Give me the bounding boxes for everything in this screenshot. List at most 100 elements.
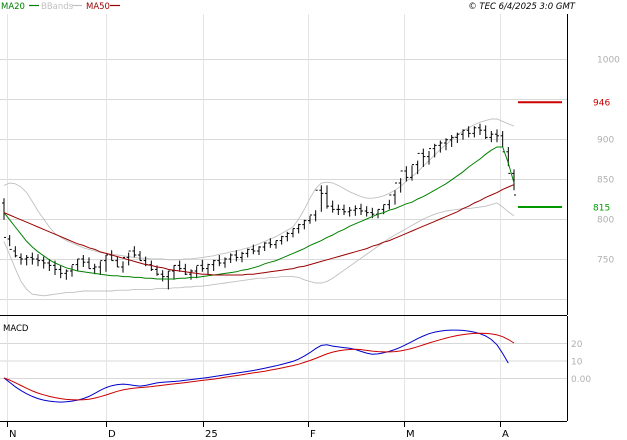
- ohlc-bar: [177, 260, 182, 272]
- ohlc-bar: [58, 265, 63, 279]
- ohlc-bar: [98, 260, 103, 275]
- ohlc-bar: [483, 125, 488, 139]
- x-tick-label: M: [406, 429, 415, 440]
- macd-line: [3, 329, 509, 403]
- ohlc-bar: [87, 257, 91, 270]
- macd-lines: [3, 329, 515, 403]
- ohlc-bar: [13, 246, 18, 258]
- ohlc-bar: [313, 189, 318, 222]
- ohlc-bar: [189, 269, 193, 280]
- ohlc-bar: [172, 264, 176, 280]
- x-tick-label: A: [502, 429, 509, 440]
- ohlc-bar: [308, 214, 312, 224]
- ohlc-bar: [24, 255, 29, 266]
- price-grid: [0, 59, 567, 300]
- macd-title: MACD: [3, 324, 29, 334]
- ohlc-bar: [353, 205, 358, 216]
- macd-y-tick-label: 10: [571, 358, 583, 368]
- ohlc-bar: [19, 253, 23, 265]
- ohlc-bar: [75, 258, 80, 271]
- ohlc-bar: [461, 129, 465, 140]
- ohlc-bar: [2, 198, 6, 238]
- ohlc-bar: [495, 129, 499, 143]
- ohlc-bar: [41, 256, 46, 269]
- ohlc-bar: [166, 270, 171, 290]
- legend-bbands-label: BBands: [41, 2, 74, 12]
- ohlc-bar: [36, 254, 40, 267]
- ohlc-bar: [296, 223, 301, 234]
- ohlc-bar: [217, 255, 222, 267]
- price-y-tick-label: 900: [597, 136, 614, 146]
- ohlc-bar: [410, 164, 414, 181]
- ohlc-bar: [194, 264, 199, 279]
- ohlc-bar: [364, 206, 369, 217]
- legend-ma20-label: MA20: [1, 2, 25, 12]
- ohlc-bar: [183, 263, 188, 275]
- macd-y-axis: 0.00 10 20: [571, 340, 591, 385]
- ohlc-bar: [449, 135, 454, 147]
- ohlc-bar: [257, 246, 261, 255]
- ohlc-bar: [512, 169, 516, 196]
- x-tick-label: D: [108, 429, 116, 440]
- ohlc-bar: [234, 250, 239, 262]
- ohlc-bar: [347, 207, 352, 217]
- price-marker-label: 815: [593, 204, 610, 214]
- ohlc-bar: [132, 246, 137, 258]
- ohlc-bar: [30, 252, 35, 265]
- ohlc-bar: [262, 242, 267, 251]
- ohlc-bar: [319, 185, 324, 212]
- ohlc-bar: [251, 244, 256, 255]
- bband-lower-line: [3, 202, 515, 297]
- ohlc-bar: [92, 263, 97, 275]
- macd-vertical-grid: [7, 316, 501, 421]
- copyright-timestamp: © TEC 6/4/2025 3:0 GMT: [468, 2, 576, 12]
- price-y-tick-label: 850: [597, 176, 614, 186]
- ma20-line: [3, 146, 515, 280]
- macd-grid: [0, 343, 567, 379]
- ohlc-bar: [398, 170, 403, 193]
- moving-averages: [3, 146, 515, 280]
- ohlc-bar: [115, 256, 120, 268]
- price-markers: 946 815: [518, 99, 610, 214]
- ohlc-bar: [393, 182, 397, 205]
- ohlc-bar: [211, 259, 216, 271]
- ohlc-bar: [387, 194, 392, 210]
- ohlc-bar: [291, 228, 295, 238]
- ohlc-bar: [478, 123, 482, 135]
- x-tick-label: 25: [205, 429, 218, 440]
- legend: MA20 BBands MA50: [1, 2, 120, 12]
- ohlc-bar: [7, 235, 12, 250]
- ohlc-bar: [466, 126, 471, 138]
- ohlc-bar: [489, 131, 494, 143]
- ohlc-bar: [70, 264, 74, 277]
- ohlc-bar: [228, 253, 233, 263]
- ohlc-bar: [404, 166, 409, 182]
- ohlc-bar: [279, 235, 284, 245]
- ohlc-bar: [444, 138, 448, 151]
- ohlc-bar: [200, 259, 205, 272]
- macd-y-tick-label: 0.00: [571, 375, 591, 385]
- ohlc-bar: [415, 152, 420, 175]
- ohlc-bar: [126, 250, 131, 266]
- ohlc-bar: [359, 203, 363, 215]
- ohlc-bar: [245, 248, 250, 258]
- legend-ma50-label: MA50: [86, 2, 110, 12]
- ohlc-bar: [138, 251, 142, 262]
- x-axis: N D 25 F M A: [7, 421, 509, 440]
- ohlc-bar: [438, 140, 443, 153]
- ohlc-bar: [285, 231, 290, 242]
- ohlc-bar: [421, 148, 426, 167]
- price-y-tick-label: 800: [597, 216, 614, 226]
- price-panel: 750 800 850 900 1000 946 815: [0, 14, 620, 316]
- ohlc-bar: [455, 132, 460, 143]
- ohlc-bar: [121, 256, 125, 273]
- ohlc-bar: [336, 204, 341, 215]
- ohlc-bar: [432, 143, 437, 158]
- ohlc-bar: [472, 126, 477, 138]
- ohlc-bar: [274, 240, 278, 249]
- ohlc-bar: [81, 255, 86, 267]
- ohlc-bar: [240, 251, 244, 263]
- x-tick-label: N: [9, 429, 16, 440]
